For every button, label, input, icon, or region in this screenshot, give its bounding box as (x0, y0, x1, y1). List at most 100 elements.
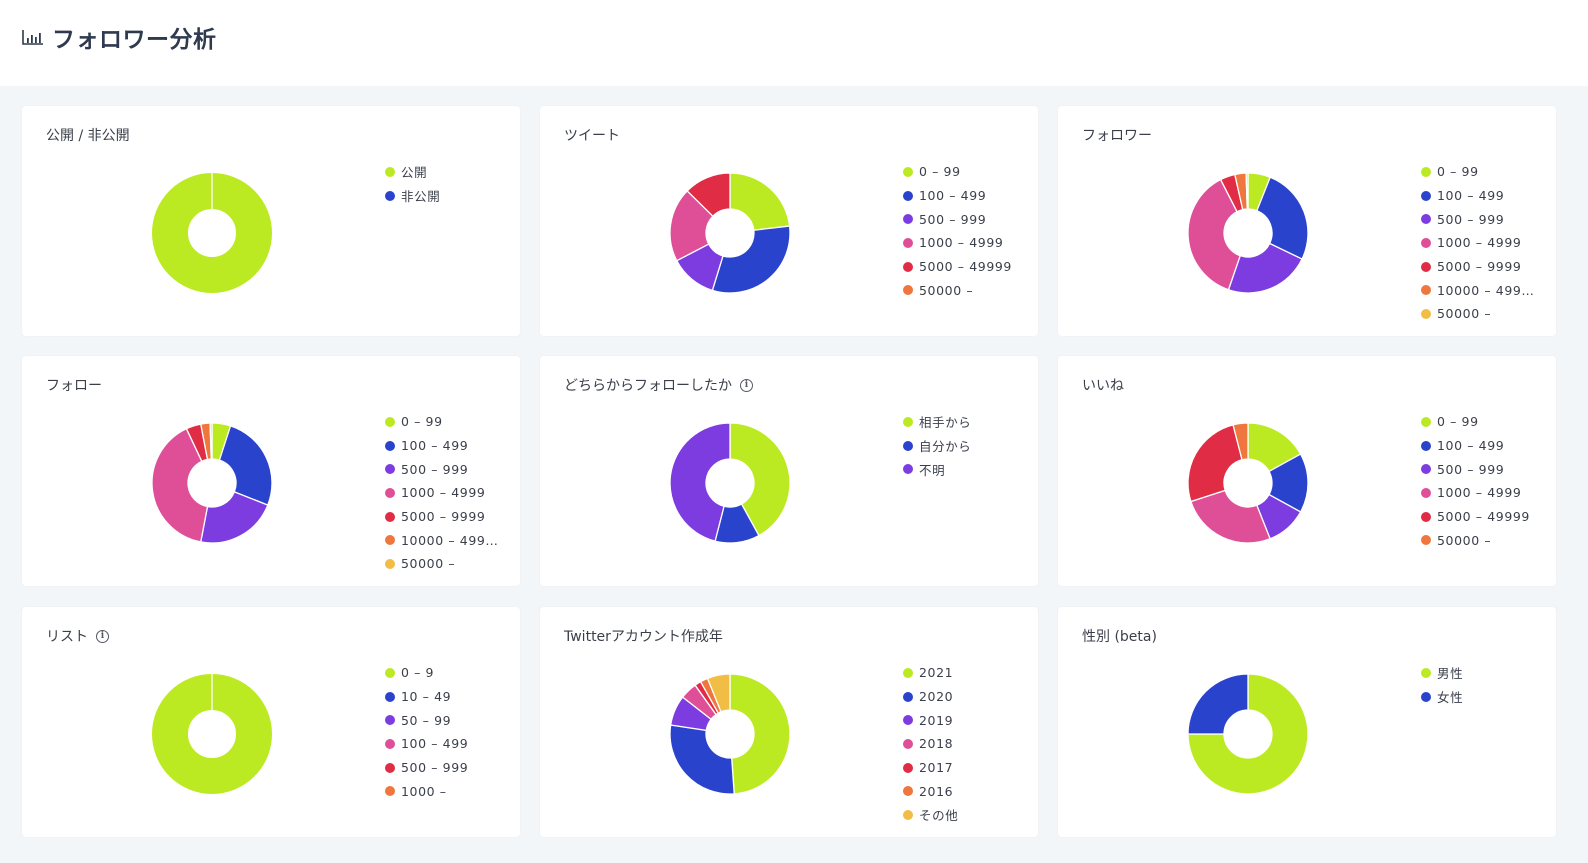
legend-swatch (903, 190, 913, 201)
legend-item[interactable]: 2018 (903, 732, 958, 756)
legend-label: 100 – 499 (401, 736, 469, 752)
legend-item[interactable]: 100 – 499 (1421, 184, 1535, 208)
legend-swatch (385, 667, 395, 678)
legend-label: 5000 – 9999 (401, 509, 486, 525)
legend-item[interactable]: 100 – 499 (385, 434, 499, 458)
legend-swatch (903, 166, 913, 177)
legend-swatch (1421, 464, 1431, 475)
legend-item[interactable]: 500 – 999 (1421, 207, 1535, 231)
donut-chart[interactable] (1187, 673, 1309, 795)
donut-slice[interactable] (1187, 673, 1309, 795)
legend-item[interactable]: 500 – 999 (1421, 457, 1530, 481)
legend-item[interactable]: 非公開 (385, 184, 440, 208)
donut-slice[interactable] (706, 673, 731, 713)
legend-item[interactable]: 500 – 999 (385, 457, 499, 481)
donut-chart[interactable] (1187, 422, 1309, 544)
donut-slice[interactable] (1187, 178, 1241, 291)
legend-item[interactable]: 5000 – 9999 (1421, 255, 1535, 279)
legend-swatch (385, 487, 395, 498)
legend-swatch (1421, 237, 1431, 248)
legend-item[interactable]: 50000 – (1421, 302, 1535, 326)
legend-item[interactable]: 1000 – 4999 (1421, 481, 1530, 505)
legend-swatch (1421, 308, 1431, 319)
legend-item[interactable]: 50000 – (1421, 528, 1530, 552)
donut-slice[interactable] (711, 225, 791, 294)
legend-label: 0 – 99 (919, 164, 961, 180)
info-icon[interactable]: i (96, 629, 109, 643)
donut-chart[interactable] (669, 172, 791, 294)
legend-item[interactable]: 女性 (1421, 685, 1463, 709)
legend-item[interactable]: 1000 – (385, 779, 468, 803)
legend-item[interactable]: 2017 (903, 756, 958, 780)
donut-slice[interactable] (1187, 673, 1249, 735)
legend-item[interactable]: 5000 – 49999 (903, 255, 1012, 279)
donut-slice[interactable] (669, 724, 735, 795)
legend-label: 2021 (919, 665, 954, 681)
legend-item[interactable]: 100 – 499 (385, 732, 468, 756)
donut-chart[interactable] (151, 673, 273, 795)
donut-slice[interactable] (1190, 489, 1271, 544)
legend-item[interactable]: 50 – 99 (385, 708, 468, 732)
legend-swatch (903, 786, 913, 797)
donut-slice[interactable] (729, 673, 791, 795)
legend-item[interactable]: 1000 – 4999 (1421, 231, 1535, 255)
legend-swatch (903, 416, 913, 427)
donut-slice[interactable] (729, 422, 791, 537)
legend-label: 2017 (919, 760, 954, 776)
donut-slice[interactable] (729, 172, 791, 231)
legend-item[interactable]: 男性 (1421, 661, 1463, 685)
legend-label: 500 – 999 (401, 760, 469, 776)
donut-slice[interactable] (1227, 242, 1303, 294)
legend-item[interactable]: 100 – 499 (903, 184, 1012, 208)
legend-item[interactable]: 2021 (903, 661, 958, 685)
legend-item[interactable]: 2019 (903, 708, 958, 732)
legend-item[interactable]: 公開 (385, 160, 440, 184)
legend-item[interactable]: 100 – 499 (1421, 434, 1530, 458)
legend-label: 500 – 999 (401, 461, 469, 477)
chart-legend: 0 – 9 10 – 49 50 – 99 100 – 499 500 – 999 100… (385, 661, 468, 803)
legend-item[interactable]: 相手から (903, 410, 971, 434)
donut-chart[interactable] (1187, 172, 1309, 294)
legend-item[interactable]: その他 (903, 803, 958, 827)
donut-chart[interactable] (669, 422, 791, 544)
legend-swatch (903, 464, 913, 475)
donut-slice[interactable] (686, 172, 731, 217)
legend-item[interactable]: 1000 – 4999 (385, 481, 499, 505)
legend-item[interactable]: 2020 (903, 685, 958, 709)
legend-item[interactable]: 5000 – 49999 (1421, 505, 1530, 529)
donut-slice[interactable] (218, 425, 273, 506)
donut-chart[interactable] (151, 422, 273, 544)
donut-slice[interactable] (669, 422, 731, 542)
legend-item[interactable]: 0 – 99 (385, 410, 499, 434)
legend-item[interactable]: 10000 – 499… (1421, 278, 1535, 302)
legend-label: 0 – 9 (401, 665, 435, 681)
legend-label: 1000 – 4999 (1437, 485, 1522, 501)
legend-item[interactable]: 0 – 99 (1421, 160, 1535, 184)
legend-item[interactable]: 0 – 99 (903, 160, 1012, 184)
legend-item[interactable]: 10 – 49 (385, 685, 468, 709)
legend-item[interactable]: 50000 – (903, 278, 1012, 302)
legend-item[interactable]: 自分から (903, 434, 971, 458)
legend-item[interactable]: 2016 (903, 779, 958, 803)
donut-slice[interactable] (1232, 422, 1249, 461)
chart-legend: 0 – 99 100 – 499 500 – 999 1000 – 4999 5000 … (1421, 160, 1535, 326)
legend-item[interactable]: 500 – 999 (903, 207, 1012, 231)
legend-swatch (903, 715, 913, 726)
legend-item[interactable]: 0 – 9 (385, 661, 468, 685)
legend-item[interactable]: 50000 – (385, 552, 499, 576)
donut-slice[interactable] (151, 428, 209, 543)
donut-chart[interactable] (669, 673, 791, 795)
donut-chart[interactable] (151, 172, 273, 294)
legend-item[interactable]: 500 – 999 (385, 756, 468, 780)
legend-swatch (903, 214, 913, 225)
donut-slice[interactable] (1245, 172, 1249, 210)
legend-item[interactable]: 1000 – 4999 (903, 231, 1012, 255)
legend-item[interactable]: 10000 – 499… (385, 528, 499, 552)
donut-slice[interactable] (209, 422, 213, 460)
donut-slice[interactable] (1256, 176, 1309, 260)
legend-item[interactable]: 5000 – 9999 (385, 505, 499, 529)
legend-item[interactable]: 0 – 99 (1421, 410, 1530, 434)
info-icon[interactable]: i (740, 378, 753, 392)
donut-slice[interactable] (1187, 424, 1243, 503)
legend-item[interactable]: 不明 (903, 457, 971, 481)
